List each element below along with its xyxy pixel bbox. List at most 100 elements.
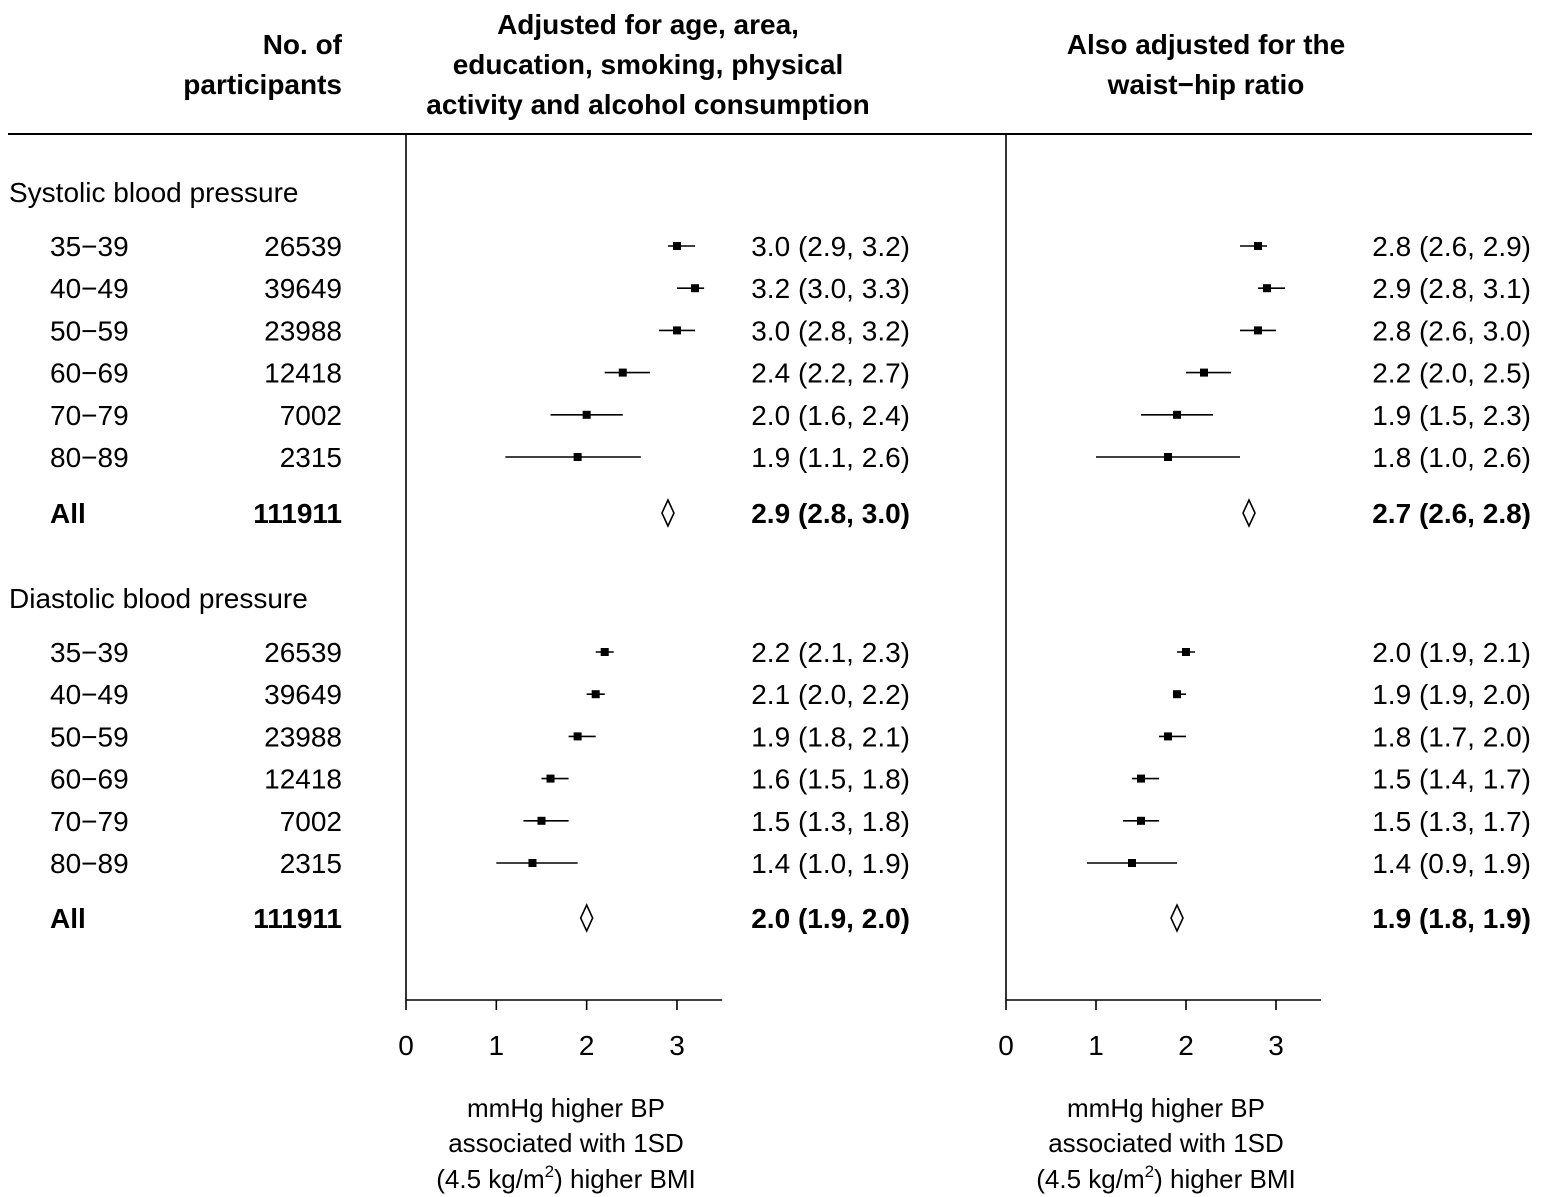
header-panel1-line2: education, smoking, physical [453, 49, 844, 80]
panel2-point-estimate [1254, 326, 1262, 335]
panel2-summary-diamond [1242, 498, 1256, 528]
table-row: 60−69 12418 2.4 (2.2, 2.7) 2.2 (2.0, 2.5) [50, 358, 1531, 389]
participant-count: 23988 [264, 315, 342, 346]
x-tick-label: 3 [1268, 1030, 1284, 1061]
panel2-estimate-text: 1.5 (1.3, 1.7) [1372, 806, 1531, 837]
summary-participant-count: 111911 [253, 903, 342, 934]
panel2-summary-diamond [1170, 903, 1184, 933]
participant-count: 12418 [264, 764, 342, 795]
panel1-axis: 0 1 2 3 mmHg higher BP associated with 1SD (4.… [398, 134, 723, 1194]
header-panel2-line2: waist−hip ratio [1107, 69, 1305, 100]
panel1-summary-text: 2.0 (1.9, 2.0) [751, 903, 910, 934]
panel1-point-estimate [573, 732, 582, 741]
table-row: 50−59 23988 1.9 (1.8, 2.1) 1.8 (1.7, 2.0) [50, 721, 1531, 752]
panel1-summary-text: 2.9 (2.8, 3.0) [751, 498, 910, 529]
panel1-estimate-text: 2.1 (2.0, 2.2) [751, 679, 910, 710]
header-panel1-line3: activity and alcohol consumption [426, 89, 869, 120]
age-group-label: 40−49 [50, 273, 129, 304]
panel2-point-estimate [1173, 690, 1181, 699]
panel2-point-estimate [1128, 859, 1136, 867]
panel1-point-estimate [537, 816, 546, 825]
participant-count: 26539 [264, 637, 342, 668]
table-row: 40−49 39649 3.2 (3.0, 3.3) 2.9 (2.8, 3.1) [50, 273, 1531, 304]
panel1-point-estimate [618, 368, 627, 377]
x-axis-label-line1: mmHg higher BP [1067, 1093, 1265, 1123]
header-participants-line1: No. of [263, 29, 343, 60]
panel1-point-estimate [672, 326, 681, 335]
summary-label: All [50, 498, 86, 529]
table-row: 35−39 26539 2.2 (2.1, 2.3) 2.0 (1.9, 2.1) [50, 637, 1531, 668]
x-tick-label: 2 [1178, 1030, 1194, 1061]
panel1-point-estimate [528, 859, 537, 867]
participant-count: 26539 [264, 231, 342, 262]
age-group-label: 70−79 [50, 400, 129, 431]
panel1-estimate-text: 3.0 (2.8, 3.2) [751, 315, 910, 346]
x-axis-label-superscript: 2 [545, 1162, 554, 1181]
participant-count: 23988 [264, 721, 342, 752]
panel2-point-estimate [1137, 774, 1145, 783]
x-tick-label: 3 [669, 1030, 685, 1061]
table-row: 50−59 23988 3.0 (2.8, 3.2) 2.8 (2.6, 3.0) [50, 315, 1531, 346]
summary-row: All 111911 2.9 (2.8, 3.0) 2.7 (2.6, 2.8) [50, 498, 1531, 529]
panel1-point-estimate [546, 774, 555, 783]
panel2-estimate-text: 2.2 (2.0, 2.5) [1372, 358, 1531, 389]
table-row: 60−69 12418 1.6 (1.5, 1.8) 1.5 (1.4, 1.7) [50, 764, 1531, 795]
panel2-estimate-text: 1.9 (1.9, 2.0) [1372, 679, 1531, 710]
header-panel1: Adjusted for age, area, education, smoki… [426, 9, 869, 120]
participant-count: 7002 [280, 806, 342, 837]
panel2-point-estimate [1254, 242, 1262, 250]
x-axis-label-line2: associated with 1SD [448, 1128, 684, 1158]
participant-count: 2315 [280, 442, 342, 473]
panel1-summary-diamond [661, 498, 675, 528]
panel2-estimate-text: 1.9 (1.5, 2.3) [1372, 400, 1531, 431]
panel2-point-estimate [1137, 816, 1145, 825]
x-axis-label-line3-end: ) higher BMI [554, 1164, 696, 1194]
participant-count: 12418 [264, 358, 342, 389]
x-axis-label-line3-text: (4.5 kg/m [436, 1164, 544, 1194]
table-row: 80−89 2315 1.4 (1.0, 1.9) 1.4 (0.9, 1.9) [50, 848, 1531, 879]
age-group-label: 50−59 [50, 315, 129, 346]
panel2-estimate-text: 1.4 (0.9, 1.9) [1372, 848, 1531, 879]
x-tick-label: 0 [398, 1030, 414, 1061]
summary-row: All 111911 2.0 (1.9, 2.0) 1.9 (1.8, 1.9) [50, 903, 1531, 934]
panel1-estimate-text: 1.9 (1.1, 2.6) [751, 442, 910, 473]
x-tick-label: 1 [1088, 1030, 1104, 1061]
header-panel2-line1: Also adjusted for the [1067, 29, 1345, 60]
panel2-point-estimate [1182, 648, 1190, 656]
age-group-label: 40−49 [50, 679, 129, 710]
table-row: 35−39 26539 3.0 (2.9, 3.2) 2.8 (2.6, 2.9) [50, 231, 1531, 262]
age-group-label: 80−89 [50, 442, 129, 473]
table-row: 70−79 7002 1.5 (1.3, 1.8) 1.5 (1.3, 1.7) [50, 806, 1531, 837]
panel1-estimate-text: 1.6 (1.5, 1.8) [751, 764, 910, 795]
panel2-estimate-text: 1.8 (1.7, 2.0) [1372, 721, 1531, 752]
panel1-point-estimate [573, 453, 582, 461]
x-axis-label-line3-text: (4.5 kg/m [1036, 1164, 1144, 1194]
panel2-point-estimate [1173, 410, 1181, 419]
participant-count: 39649 [264, 273, 342, 304]
header-panel2: Also adjusted for the waist−hip ratio [1067, 29, 1345, 100]
participant-count: 2315 [280, 848, 342, 879]
panel1-estimate-text: 2.4 (2.2, 2.7) [751, 358, 910, 389]
panel1-point-estimate [672, 242, 681, 250]
age-group-label: 60−69 [50, 764, 129, 795]
x-axis-label-line3-end: ) higher BMI [1154, 1164, 1296, 1194]
panel2-estimate-text: 2.0 (1.9, 2.1) [1372, 637, 1531, 668]
panel1-estimate-text: 2.2 (2.1, 2.3) [751, 637, 910, 668]
group-2: Diastolic blood pressure 35−39 26539 2.2 (2… [9, 583, 1531, 934]
header-participants-line2: participants [183, 69, 342, 100]
summary-label: All [50, 903, 86, 934]
panel2-axis: 0 1 2 3 mmHg higher BP associated with 1SD (4.… [998, 134, 1321, 1194]
participant-count: 7002 [280, 400, 342, 431]
axes: 0 1 2 3 mmHg higher BP associated with 1SD (4.… [398, 134, 1321, 1194]
panel1-estimate-text: 2.0 (1.6, 2.4) [751, 400, 910, 431]
panel1-estimate-text: 3.2 (3.0, 3.3) [751, 273, 910, 304]
header-participants: No. of participants [183, 29, 342, 100]
group-title: Systolic blood pressure [9, 177, 298, 208]
age-group-label: 35−39 [50, 231, 129, 262]
group-title: Diastolic blood pressure [9, 583, 308, 614]
panel2-point-estimate [1200, 368, 1208, 377]
age-group-label: 80−89 [50, 848, 129, 879]
panel2-summary-text: 2.7 (2.6, 2.8) [1372, 498, 1531, 529]
panel1-estimate-text: 3.0 (2.9, 3.2) [751, 231, 910, 262]
panel2-summary-text: 1.9 (1.8, 1.9) [1372, 903, 1531, 934]
